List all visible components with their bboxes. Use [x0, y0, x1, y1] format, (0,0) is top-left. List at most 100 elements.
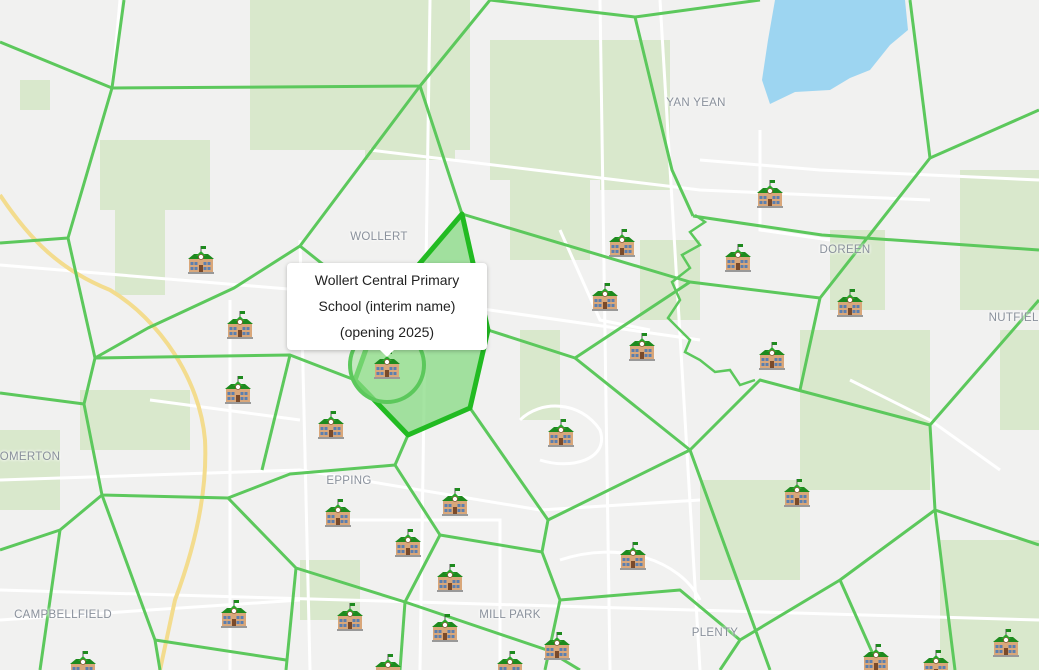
zone-boundary — [398, 601, 407, 670]
school-tooltip: Wollert Central Primary School (interim … — [287, 263, 487, 357]
zone-boundary — [284, 567, 298, 670]
road — [369, 148, 931, 202]
school-icon[interactable] — [609, 229, 635, 257]
lake — [762, 0, 908, 104]
park — [830, 230, 885, 310]
school-icon[interactable] — [225, 376, 251, 404]
park — [115, 205, 165, 295]
school-icon[interactable] — [221, 600, 247, 628]
zone-boundary — [540, 519, 550, 553]
road — [0, 588, 1039, 622]
school-icon[interactable] — [757, 180, 783, 208]
suburb-label-nutfield: NUTFIELD — [988, 312, 1039, 324]
school-icon[interactable] — [432, 614, 458, 642]
zone-boundary — [934, 508, 1039, 547]
park — [20, 80, 50, 110]
school-icon[interactable] — [863, 644, 889, 670]
school-icon[interactable] — [325, 499, 351, 527]
school-icon[interactable] — [497, 651, 523, 670]
road — [699, 158, 1039, 182]
park — [700, 480, 800, 580]
road — [558, 229, 651, 332]
school-icon[interactable] — [548, 419, 574, 447]
park — [940, 540, 1039, 670]
zone-boundary — [908, 0, 932, 159]
school-icon[interactable] — [993, 629, 1019, 657]
zone-boundary — [559, 588, 741, 642]
zone-boundary — [226, 496, 442, 604]
school-icon[interactable] — [442, 488, 468, 516]
school-markers[interactable] — [70, 180, 1019, 670]
suburb-label-doreen: DOREEN — [819, 244, 871, 256]
zone-boundary — [154, 638, 287, 662]
zone-boundary — [94, 85, 422, 360]
zone-boundary — [100, 494, 162, 670]
zone-boundary — [0, 237, 97, 406]
suburb-label-yan-yean: YAN YEAN — [666, 97, 726, 109]
zone-boundary — [38, 529, 62, 670]
zone-boundary — [688, 378, 931, 452]
school-icon[interactable] — [337, 603, 363, 631]
zone-boundary — [418, 85, 464, 215]
school-icon[interactable] — [227, 311, 253, 339]
zone-boundary — [547, 448, 691, 522]
tooltip-line-1: Wollert Central Primary — [314, 272, 460, 288]
zone-boundary — [468, 407, 550, 521]
school-icon[interactable] — [784, 479, 810, 507]
school-icon[interactable] — [70, 651, 96, 670]
suburb-label-wollert: WOLLERT — [350, 231, 408, 243]
road — [849, 378, 1001, 472]
tooltip-line-2: School (interim name) — [318, 298, 456, 314]
road — [758, 130, 831, 242]
school-icon[interactable] — [629, 333, 655, 361]
school-icon[interactable] — [188, 246, 214, 274]
school-icon[interactable] — [837, 289, 863, 317]
zone-boundary — [0, 0, 126, 90]
road — [518, 404, 604, 466]
road — [340, 518, 502, 670]
school-icon[interactable] — [592, 283, 618, 311]
suburb-label-plenty: PLENTY — [691, 627, 739, 639]
zone-boundary — [574, 356, 691, 452]
zone-boundary — [688, 449, 772, 670]
zone-boundary — [933, 509, 957, 670]
school-icon[interactable] — [318, 411, 344, 439]
zone-boundary — [634, 0, 761, 19]
road — [598, 0, 612, 670]
zone-boundary — [929, 108, 1039, 160]
suburb-label-campbellfield: CAMPBELLFIELD — [14, 609, 112, 621]
suburb-label-epping: EPPING — [326, 475, 372, 487]
zone-boundary — [928, 299, 1039, 426]
road — [0, 468, 701, 512]
tooltip-line-3: (opening 2025) — [339, 324, 435, 340]
school-icon[interactable] — [620, 542, 646, 570]
highway — [0, 193, 208, 670]
zone-boundary — [489, 0, 636, 19]
zone-boundary — [798, 157, 932, 391]
park — [1000, 330, 1039, 430]
school-icon[interactable] — [544, 632, 570, 660]
school-icon[interactable] — [923, 650, 949, 670]
zone-boundary — [260, 354, 292, 471]
school-icon[interactable] — [437, 564, 463, 592]
creek-boundary — [666, 213, 756, 387]
park — [80, 390, 190, 450]
zone-boundary — [633, 16, 695, 217]
road — [0, 598, 301, 622]
park — [960, 170, 1039, 310]
school-icon[interactable] — [759, 342, 785, 370]
zone-boundary — [94, 353, 356, 382]
park — [0, 430, 60, 510]
school-icon[interactable] — [375, 654, 401, 670]
school-icon[interactable] — [395, 529, 421, 557]
school-icon[interactable] — [725, 244, 751, 272]
zone-boundary — [82, 403, 410, 500]
road — [658, 0, 702, 670]
zone-boundary — [692, 214, 1039, 252]
suburb-label-somerton: OMERTON — [0, 451, 61, 463]
suburb-label-mill-park: MILL PARK — [479, 609, 541, 621]
park — [100, 140, 210, 210]
